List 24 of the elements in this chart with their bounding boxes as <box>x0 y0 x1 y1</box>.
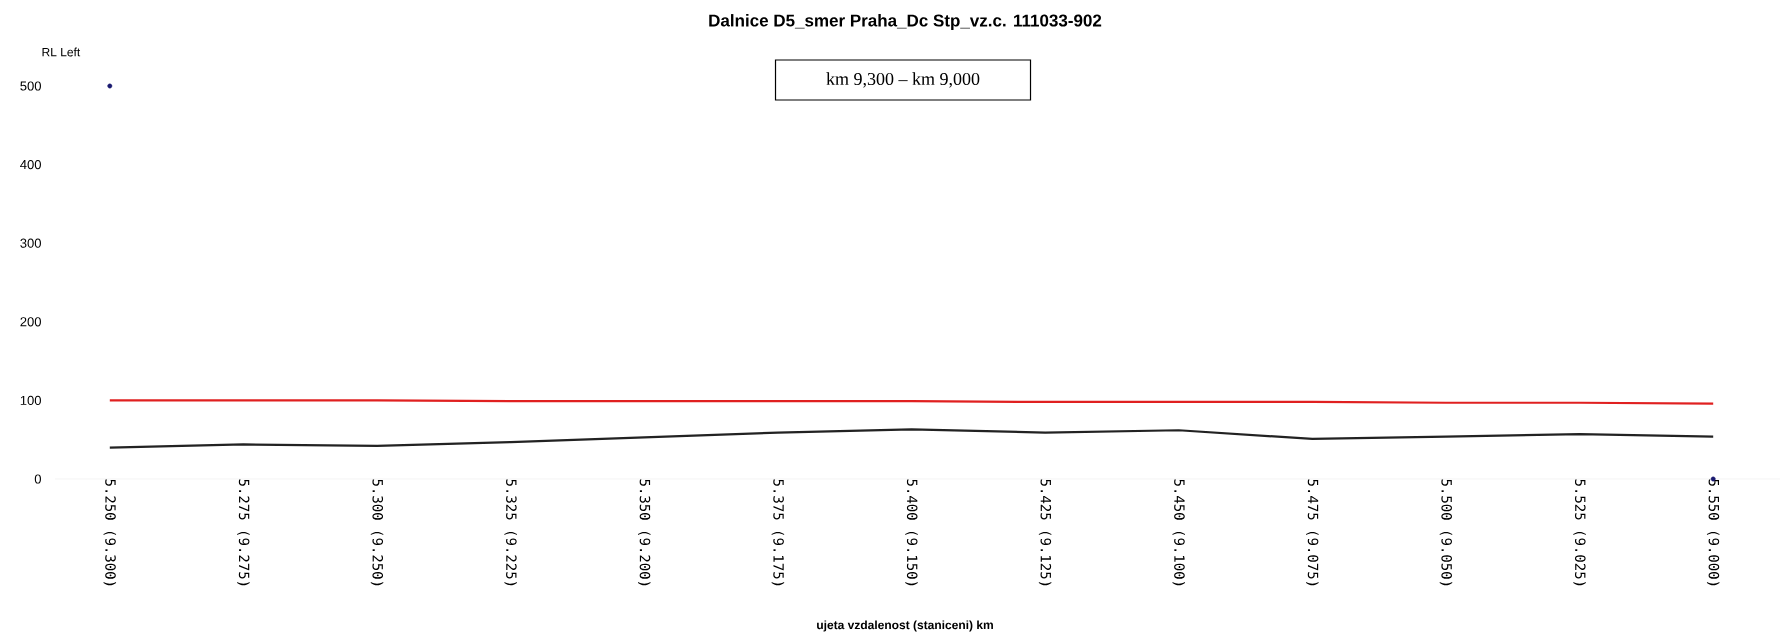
y-tick-label: 100 <box>20 395 41 405</box>
x-axis-title: ujeta vzdalenost (staniceni) km <box>817 620 993 632</box>
x-tick-label: 5.275 (9.275) <box>237 479 250 586</box>
y-tick-label: 300 <box>20 238 41 248</box>
x-tick-label: 5.550 (9.000) <box>1706 479 1720 586</box>
x-tick-label: 5.450 (9.100) <box>1172 479 1185 586</box>
y-tick-label: 0 <box>34 474 41 484</box>
chart-title: Dalnice D5_smer Praha_Dc Stp_vz.c. 111033-902 <box>709 14 1102 30</box>
x-tick-label: 5.375 (9.175) <box>771 479 785 586</box>
y-tick-label: 200 <box>20 317 41 327</box>
x-tick-label: 5.500 (9.050) <box>1439 479 1453 586</box>
x-tick-label: 5.525 (9.025) <box>1573 479 1586 586</box>
y-tick-label: 500 <box>20 81 41 91</box>
line-series <box>108 428 1715 449</box>
x-tick-label: 5.475 (9.075) <box>1306 479 1319 586</box>
x-tick-label: 5.300 (9.250) <box>370 479 384 586</box>
x-tick-label: 5.400 (9.150) <box>905 479 918 586</box>
x-tick-label: 5.250 (9.300) <box>103 479 117 586</box>
x-tick-label: 5.325 (9.225) <box>504 479 517 586</box>
y-tick-label: 400 <box>20 159 41 170</box>
x-tick-label: 5.425 (9.125) <box>1038 479 1052 586</box>
y-axis-title: RL Left <box>42 47 81 57</box>
x-tick-label: 5.350 (9.200) <box>638 479 651 586</box>
annotation: km 9,300 – km 9,000 <box>826 72 980 88</box>
